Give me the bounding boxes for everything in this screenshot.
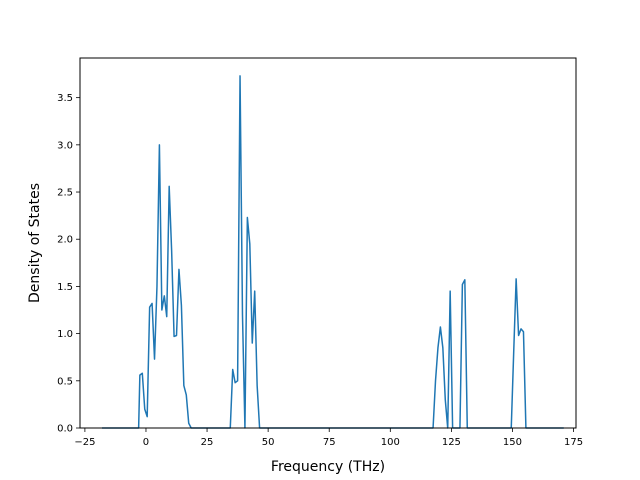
x-tick-label: 75	[323, 437, 336, 448]
axes-frame	[79, 57, 577, 429]
x-tick-label: 125	[442, 437, 461, 448]
y-axis-ticks: 0.0 0.5 1.0 1.5 2.0 2.5 3.0 3.5	[57, 93, 80, 435]
y-tick-label: 2.5	[57, 188, 73, 199]
x-tick-label: 100	[381, 437, 400, 448]
y-tick-label: 0.5	[57, 376, 73, 387]
y-tick-label: 0.0	[57, 424, 73, 435]
y-tick-label: 3.5	[57, 93, 73, 104]
x-tick-label: −25	[74, 437, 95, 448]
y-tick-label: 3.0	[57, 140, 73, 151]
y-tick-label: 1.0	[57, 329, 73, 340]
x-axis-ticks: −25 0 25 50 75 100 125 150 175	[74, 428, 583, 448]
y-tick-label: 1.5	[57, 282, 73, 293]
x-tick-label: 25	[201, 437, 214, 448]
x-axis-label: Frequency (THz)	[271, 459, 385, 475]
y-tick-label: 2.0	[57, 235, 73, 246]
x-tick-label: 0	[143, 437, 149, 448]
x-tick-label: 50	[262, 437, 275, 448]
x-tick-label: 175	[564, 437, 583, 448]
y-axis-label: Density of States	[27, 183, 43, 303]
x-tick-label: 150	[503, 437, 522, 448]
